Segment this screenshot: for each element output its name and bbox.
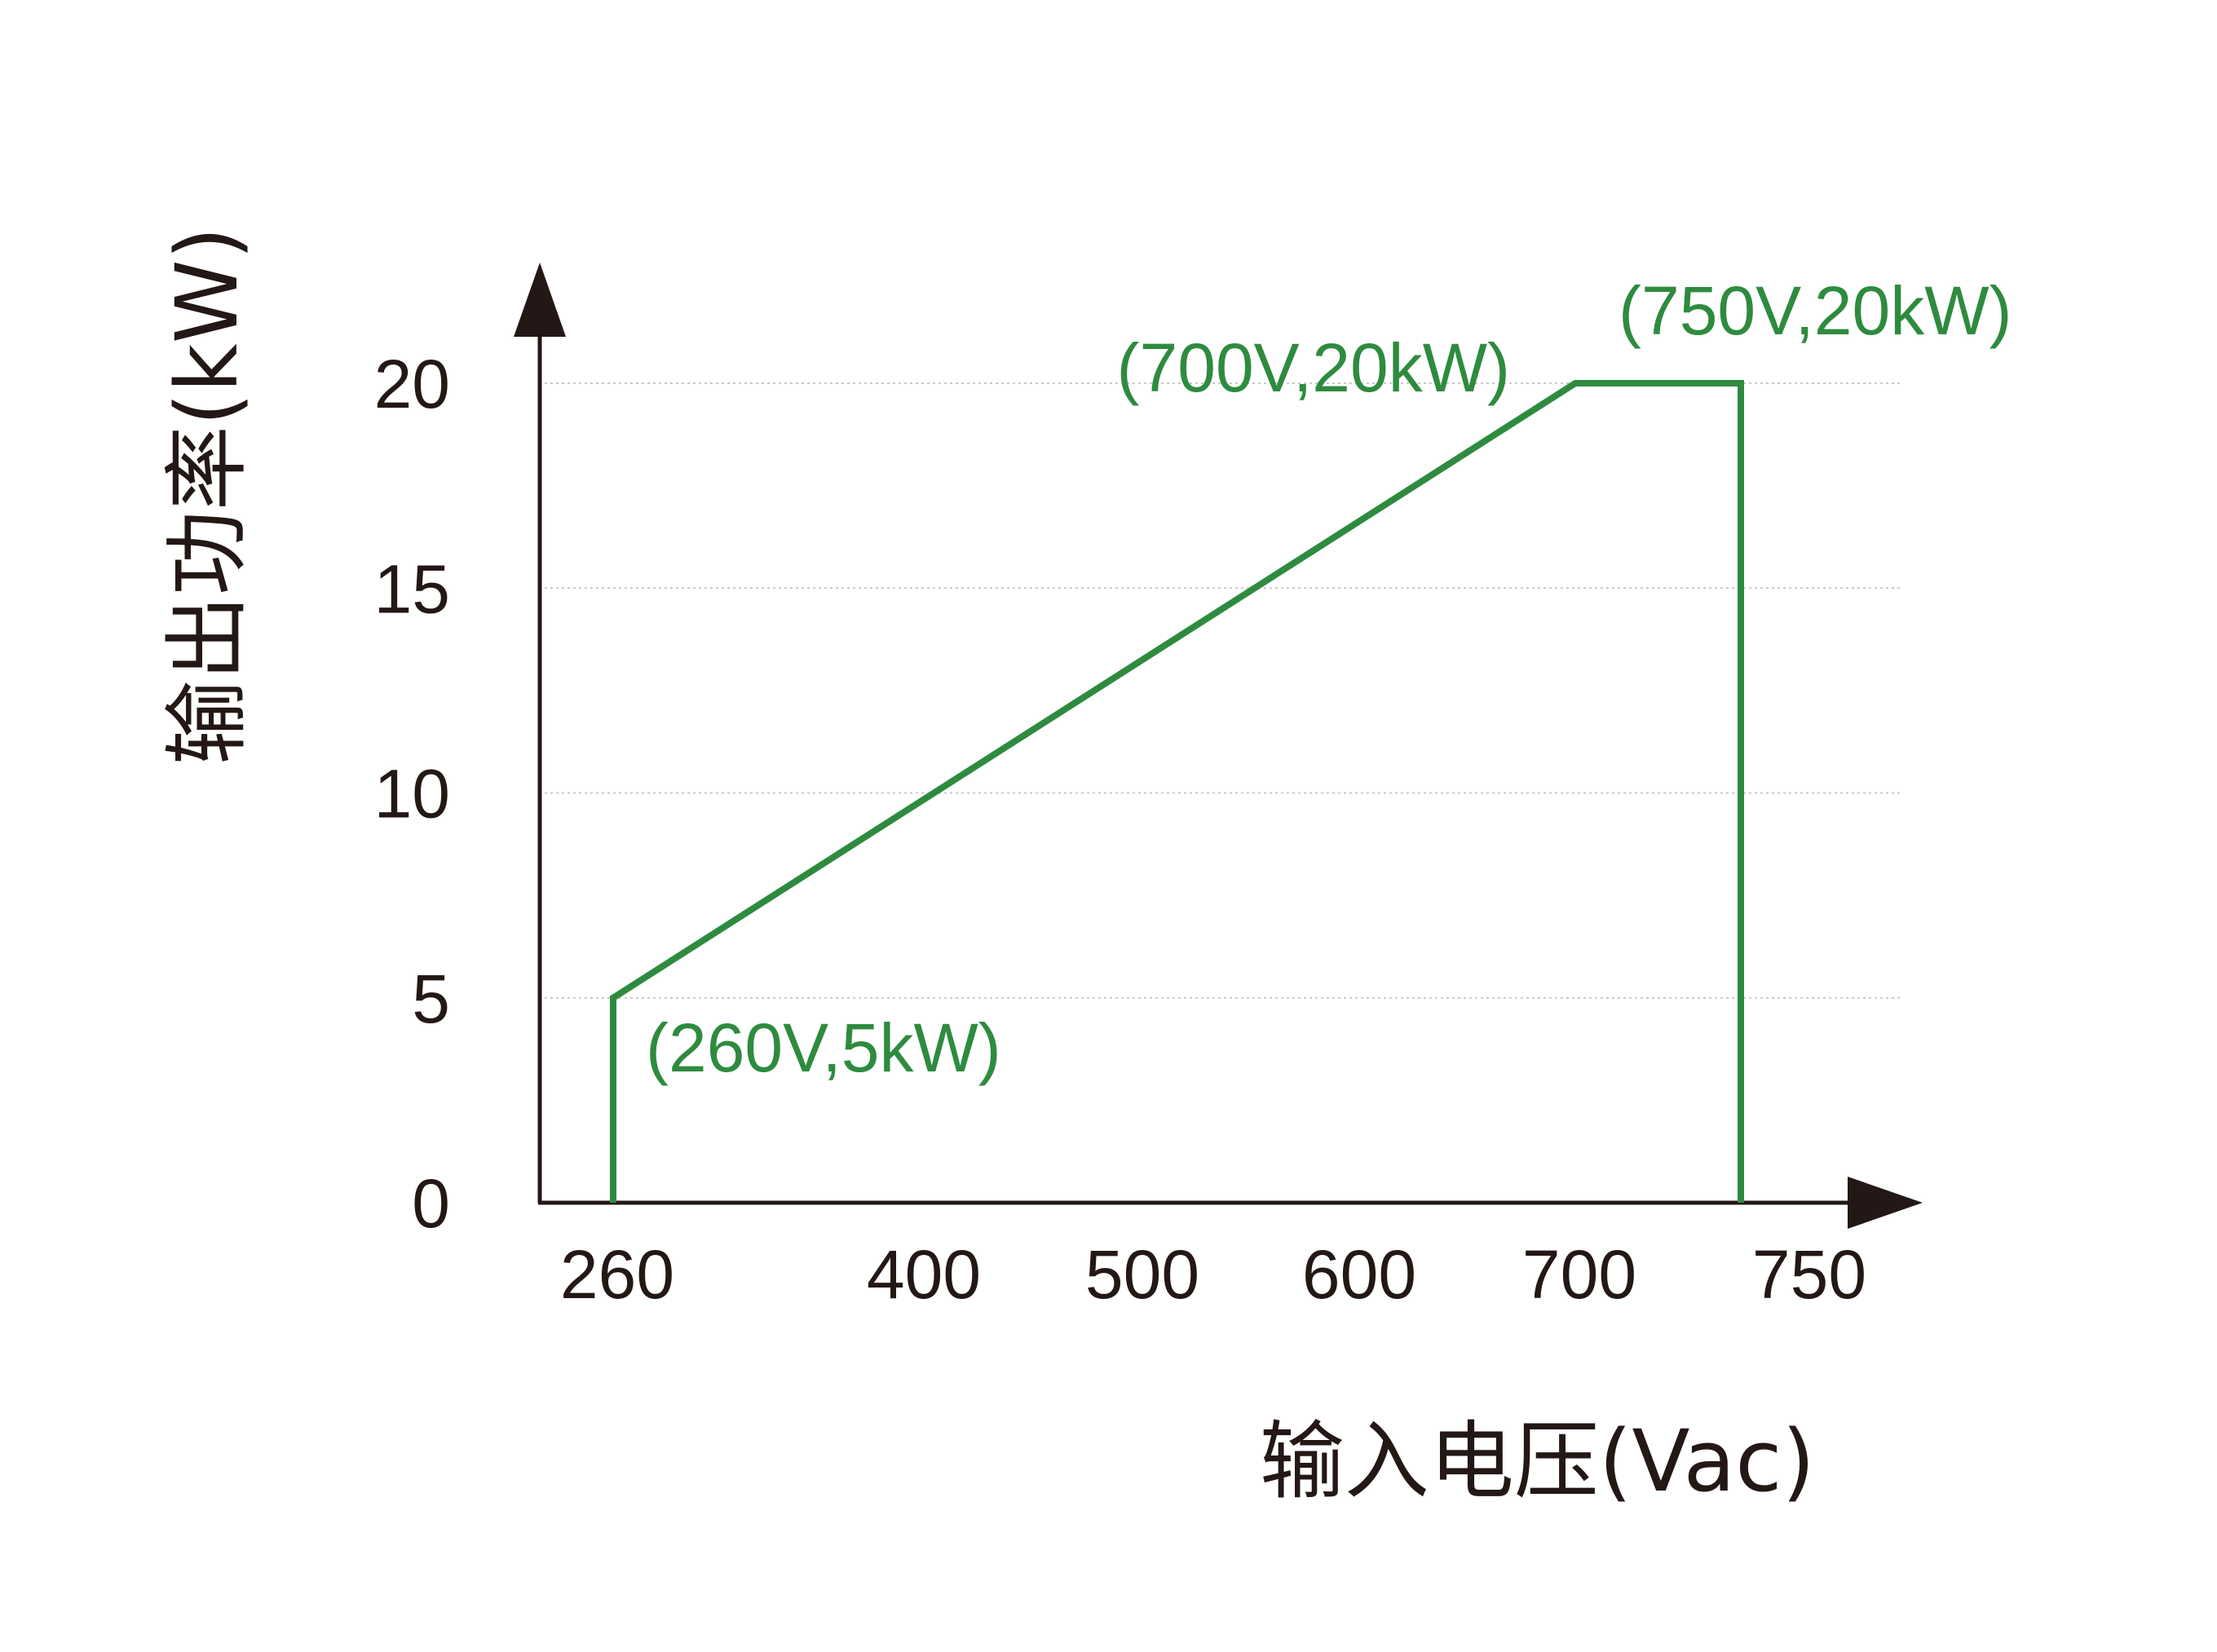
annotation-label-1: (700V,20kW)	[1117, 329, 1510, 406]
y-tick-label-20: 20	[374, 346, 450, 422]
y-tick-label-5: 5	[412, 961, 450, 1037]
y-axis-arrow	[514, 263, 566, 337]
series-line-0	[610, 380, 1744, 1203]
y-tick-label-15: 15	[374, 550, 450, 627]
x-tick-label-750: 750	[1752, 1236, 1866, 1313]
x-axis-title: 输入电压(Vac)	[1260, 1411, 1815, 1511]
annotation-label-2: (750V,20kW)	[1619, 272, 2012, 349]
grid-lines	[545, 382, 1900, 999]
axes	[514, 263, 1923, 1229]
annotation-label-0: (260V,5kW)	[646, 1009, 1001, 1086]
tick-labels: 0 5 10 15 20 260 400 500 600 700 750	[374, 346, 1867, 1313]
y-tick-label-10: 10	[374, 756, 450, 833]
x-tick-label-260: 260	[560, 1236, 674, 1313]
x-tick-label-600: 600	[1302, 1236, 1416, 1313]
series	[610, 380, 1744, 1203]
x-tick-label-500: 500	[1085, 1236, 1199, 1313]
annotations: (260V,5kW) (700V,20kW) (750V,20kW)	[646, 272, 2012, 1086]
x-tick-label-700: 700	[1522, 1236, 1636, 1313]
x-axis-arrow	[1848, 1177, 1923, 1229]
y-axis-title: 输出功率(kW)	[157, 227, 257, 765]
y-tick-label-0: 0	[412, 1165, 450, 1242]
x-tick-label-400: 400	[867, 1236, 981, 1313]
